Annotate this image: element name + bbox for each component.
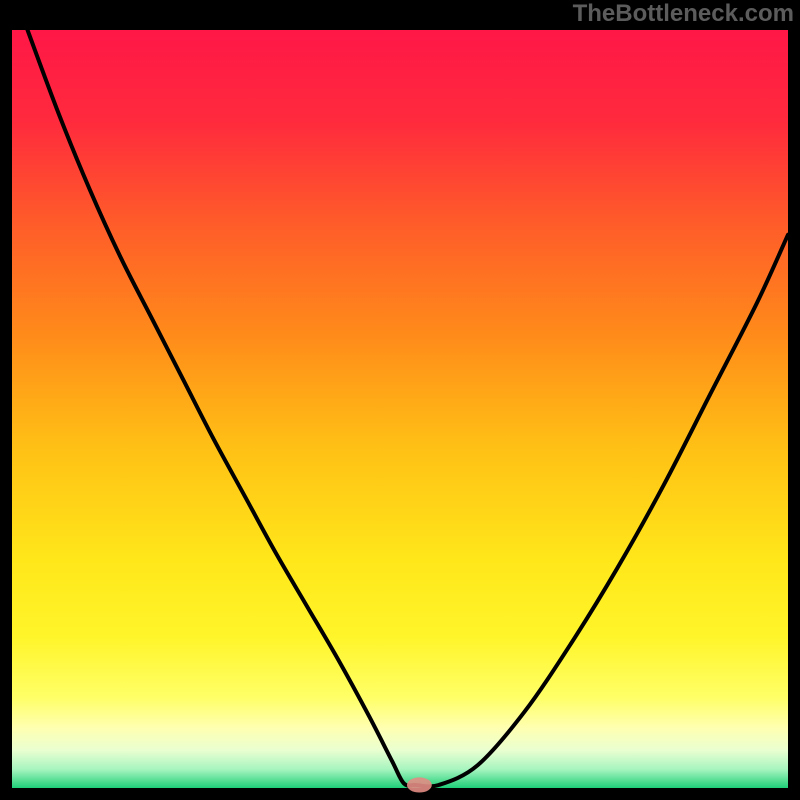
- chart-container: TheBottleneck.com: [0, 0, 800, 800]
- plot-background: [12, 30, 788, 788]
- minimum-marker: [407, 777, 432, 792]
- bottleneck-chart: [0, 0, 800, 800]
